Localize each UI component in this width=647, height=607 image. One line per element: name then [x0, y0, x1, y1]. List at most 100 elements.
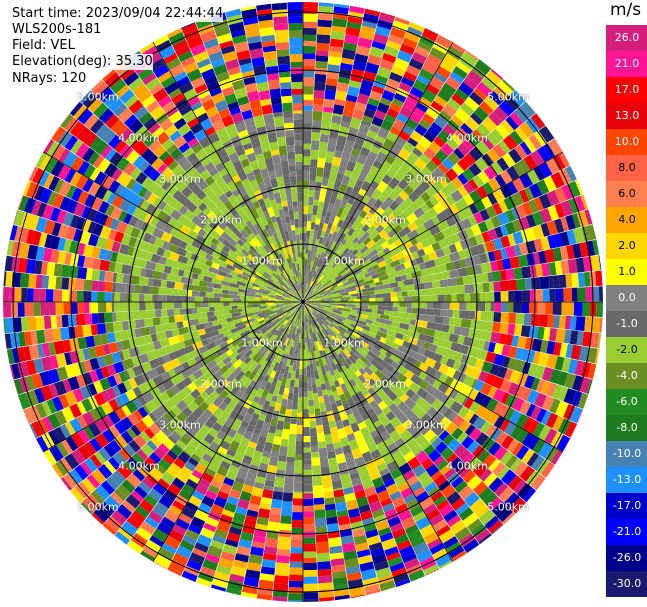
velocity-gate	[124, 94, 139, 109]
velocity-gate	[333, 150, 343, 159]
velocity-gate	[255, 292, 263, 296]
velocity-gate	[154, 263, 166, 273]
velocity-gate	[196, 383, 207, 394]
velocity-gate	[190, 101, 203, 112]
velocity-gate	[158, 287, 166, 295]
velocity-gate	[103, 443, 117, 458]
velocity-gate	[381, 89, 396, 102]
velocity-gate	[436, 323, 443, 332]
velocity-gate	[312, 311, 320, 320]
velocity-gate	[504, 368, 514, 381]
velocity-gate	[126, 329, 136, 340]
velocity-gate	[388, 71, 403, 83]
velocity-gate	[348, 126, 359, 135]
velocity-gate	[244, 349, 253, 359]
velocity-gate	[248, 41, 263, 51]
velocity-gate	[475, 185, 488, 199]
velocity-gate	[487, 192, 498, 206]
velocity-gate	[304, 259, 308, 269]
velocity-gate	[235, 389, 244, 399]
velocity-gate	[303, 349, 306, 360]
velocity-gate	[290, 185, 297, 193]
velocity-gate	[457, 464, 471, 478]
velocity-gate	[521, 302, 530, 314]
velocity-gate	[93, 392, 106, 407]
velocity-gate	[131, 355, 142, 367]
velocity-gate	[77, 266, 88, 280]
velocity-gate	[528, 436, 540, 451]
velocity-gate	[537, 302, 546, 315]
velocity-gate	[323, 425, 331, 435]
velocity-gate	[326, 316, 334, 322]
velocity-gate	[241, 298, 248, 302]
velocity-gate	[294, 467, 303, 474]
velocity-gate	[291, 275, 296, 283]
velocity-gate	[214, 529, 228, 539]
velocity-gate	[431, 215, 441, 226]
velocity-gate	[171, 92, 185, 105]
velocity-gate	[361, 194, 371, 204]
velocity-gate	[304, 268, 307, 277]
velocity-gate	[355, 229, 366, 240]
velocity-gate	[276, 305, 284, 308]
velocity-gate	[362, 203, 372, 214]
velocity-gate	[152, 197, 163, 208]
velocity-gate	[367, 151, 378, 161]
velocity-gate	[316, 34, 331, 44]
velocity-gate	[242, 523, 256, 535]
velocity-gate	[276, 309, 284, 314]
velocity-gate	[356, 153, 368, 165]
velocity-gate	[423, 281, 433, 289]
velocity-gate	[340, 365, 348, 373]
velocity-gate	[530, 314, 540, 327]
velocity-gate	[242, 254, 251, 263]
velocity-gate	[313, 110, 323, 112]
velocity-gate	[303, 256, 306, 265]
velocity-gate	[450, 133, 463, 146]
velocity-gate	[295, 445, 303, 455]
velocity-gate	[380, 160, 392, 173]
velocity-gate	[290, 300, 299, 302]
velocity-gate	[258, 19, 274, 29]
velocity-gate	[175, 230, 188, 242]
velocity-gate	[307, 377, 312, 384]
velocity-gate	[303, 94, 314, 101]
velocity-gate	[121, 339, 131, 351]
velocity-gate	[279, 523, 292, 531]
velocity-gate	[359, 361, 367, 369]
velocity-gate	[327, 248, 333, 255]
velocity-gate	[286, 285, 291, 291]
velocity-gate	[509, 370, 521, 384]
velocity-gate	[327, 257, 335, 266]
velocity-gate	[116, 171, 128, 185]
velocity-gate	[239, 102, 251, 113]
velocity-gate	[400, 274, 407, 281]
velocity-gate	[304, 314, 307, 323]
velocity-gate	[534, 392, 547, 408]
velocity-gate	[249, 314, 258, 320]
velocity-gate	[89, 136, 102, 151]
velocity-gate	[354, 53, 369, 64]
velocity-gate	[217, 360, 226, 369]
velocity-gate	[276, 176, 285, 188]
velocity-gate	[265, 352, 274, 363]
velocity-gate	[303, 576, 318, 584]
velocity-gate	[111, 312, 117, 322]
velocity-gate	[99, 259, 110, 272]
velocity-gate	[591, 317, 601, 333]
velocity-gate	[305, 315, 308, 323]
velocity-gate	[296, 304, 301, 309]
velocity-gate	[563, 404, 576, 421]
velocity-gate	[488, 519, 503, 534]
velocity-gate	[331, 259, 340, 269]
velocity-gate	[255, 339, 264, 348]
velocity-gate	[371, 273, 379, 280]
velocity-gate	[334, 293, 342, 297]
velocity-gate	[473, 283, 484, 293]
velocity-gate	[127, 539, 144, 554]
velocity-gate	[303, 491, 313, 494]
velocity-gate	[535, 264, 543, 277]
velocity-gate	[434, 315, 444, 324]
velocity-gate	[298, 211, 303, 220]
velocity-gate	[213, 63, 228, 76]
